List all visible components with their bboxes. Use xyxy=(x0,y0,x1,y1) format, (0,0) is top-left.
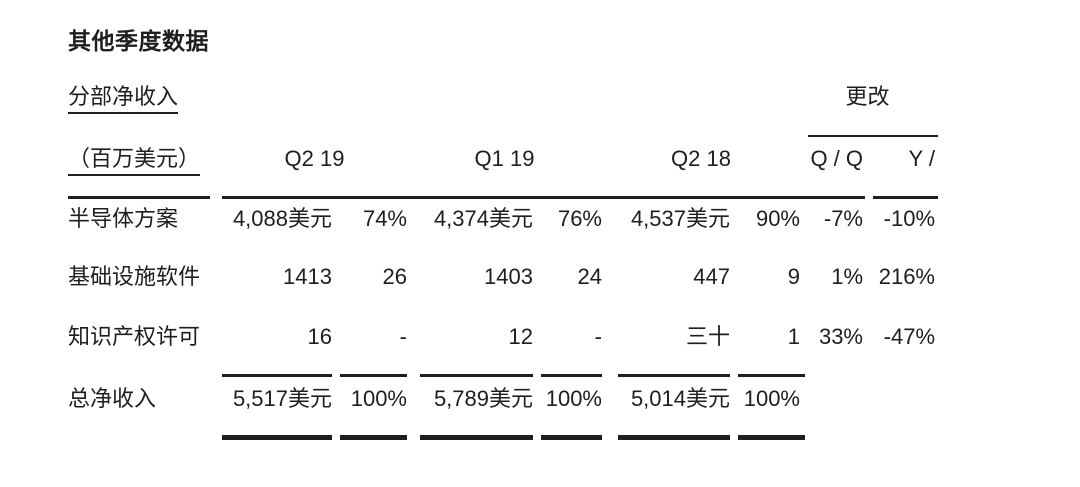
q2-18-value: 447 xyxy=(693,264,730,289)
qq-change: 1% xyxy=(831,264,863,289)
q2-19-value: 5,517美元 xyxy=(232,386,332,411)
qq-change xyxy=(800,385,863,413)
bottom-rule-q1-19-value xyxy=(420,435,533,440)
change-underline-rule xyxy=(808,135,938,137)
row-label: 基础设施软件 xyxy=(68,264,201,289)
total-overline-q1-19-value xyxy=(420,374,533,377)
section-label: 分部净收入 xyxy=(68,83,179,114)
total-overline-q2-18-pct xyxy=(738,374,805,377)
q2-19-value: 4,088美元 xyxy=(232,206,332,231)
bottom-rule-q2-18-pct xyxy=(738,435,805,440)
table-header-band: 分部净收入 更改 xyxy=(68,83,935,114)
q2-18-pct: 1 xyxy=(787,324,800,349)
q2-18-value: 三十 xyxy=(685,324,730,349)
qq-change: 33% xyxy=(818,324,863,349)
row-infrastructure-software: 基础设施软件 1413 26 1403 24 447 9 1% 216% xyxy=(68,263,935,291)
q2-19-value: 1413 xyxy=(283,264,332,289)
page-title: 其他季度数据 xyxy=(68,28,209,54)
q1-19-value: 1403 xyxy=(484,264,533,289)
col-header-yy: Y / xyxy=(908,146,935,171)
q1-19-pct: - xyxy=(594,324,602,349)
bottom-rule-q2-18-value xyxy=(618,435,730,440)
yy-change: -10% xyxy=(883,206,935,231)
total-overline-q2-19-pct xyxy=(340,374,407,377)
q1-19-pct: 24 xyxy=(577,264,602,289)
q2-19-pct: - xyxy=(399,324,407,349)
row-ip-licensing: 知识产权许可 16 - 12 - 三十 1 33% -47% xyxy=(68,323,935,351)
q2-18-pct: 100% xyxy=(743,386,800,411)
change-header: 更改 xyxy=(845,84,890,109)
unit-label: （百万美元） xyxy=(68,145,201,176)
total-overline-q2-19-value xyxy=(222,374,332,377)
q2-19-pct: 100% xyxy=(350,386,407,411)
row-label: 半导体方案 xyxy=(68,206,179,231)
q2-19-pct: 74% xyxy=(362,206,407,231)
total-overline-q1-19-pct xyxy=(541,374,602,377)
unit-label-wrap: （百万美元） xyxy=(68,145,222,176)
row-total-net-revenue: 总净收入 5,517美元 100% 5,789美元 100% 5,014美元 1… xyxy=(68,385,935,413)
yy-change xyxy=(863,385,935,413)
q2-18-pct: 9 xyxy=(787,264,800,289)
q1-19-value: 12 xyxy=(508,324,533,349)
column-header-row: （百万美元） Q2 19 Q1 19 Q2 18 Q / Q Y / xyxy=(68,145,935,176)
q1-19-value: 4,374美元 xyxy=(433,206,533,231)
row-semiconductor-solutions: 半导体方案 4,088美元 74% 4,374美元 76% 4,537美元 90… xyxy=(68,205,935,233)
q1-19-value: 5,789美元 xyxy=(433,386,533,411)
bottom-rule-q2-19-pct xyxy=(340,435,407,440)
col-header-q2-19: Q2 19 xyxy=(284,146,345,171)
q1-19-pct: 76% xyxy=(557,206,602,231)
yy-change: 216% xyxy=(878,264,935,289)
q1-19-pct: 100% xyxy=(545,386,602,411)
bottom-rule-q2-19-value xyxy=(222,435,332,440)
col-header-q2-18: Q2 18 xyxy=(671,146,731,171)
header-rule-label-col xyxy=(68,196,210,199)
col-header-qq: Q / Q xyxy=(810,146,863,171)
row-label: 总净收入 xyxy=(68,386,157,411)
q2-18-pct: 90% xyxy=(755,206,800,231)
q2-19-pct: 26 xyxy=(382,264,407,289)
q2-19-value: 16 xyxy=(307,324,332,349)
section-label-wrap: 分部净收入 xyxy=(68,83,179,114)
row-label: 知识产权许可 xyxy=(68,324,201,349)
total-overline-q2-18-value xyxy=(618,374,730,377)
header-rule-main xyxy=(222,196,865,199)
bottom-rule-q1-19-pct xyxy=(541,435,602,440)
header-rule-yy-col xyxy=(873,196,938,199)
q2-18-value: 4,537美元 xyxy=(630,206,730,231)
col-header-q1-19: Q1 19 xyxy=(474,146,535,171)
q2-18-value: 5,014美元 xyxy=(630,386,730,411)
yy-change: -47% xyxy=(883,324,935,349)
qq-change: -7% xyxy=(823,206,863,231)
